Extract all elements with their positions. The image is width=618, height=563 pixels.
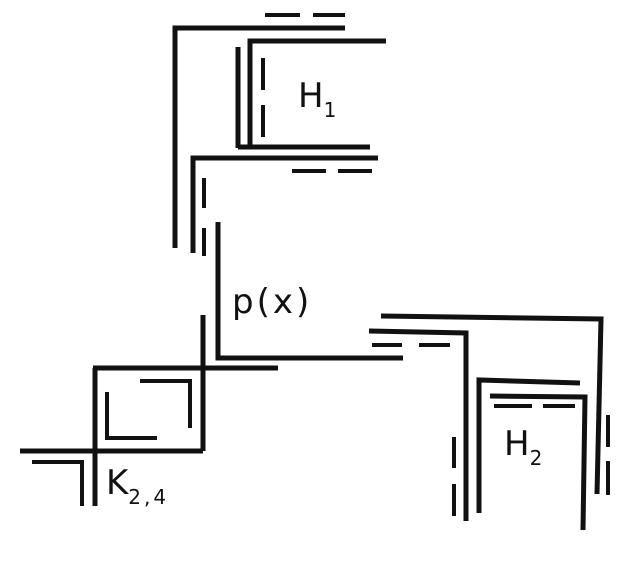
h1-label: H1: [298, 76, 336, 122]
path-label: p(x): [232, 282, 312, 322]
h2-second-bracket: [368, 328, 469, 521]
h1-gadget: [172, 13, 386, 256]
h1-lower-bracket: [190, 155, 378, 253]
path-px: [93, 222, 403, 371]
h2-outer-bracket: [380, 313, 604, 495]
h2-inner-bracket: [476, 377, 581, 513]
path-main-line: [215, 222, 403, 361]
k24-label: K2,4: [106, 463, 169, 509]
k24-gadget: [20, 368, 206, 506]
k24-inner-bracket-top: [140, 379, 192, 428]
k24-inner-bracket-bottom: [105, 392, 157, 440]
h2-innermost-bracket: [489, 393, 588, 531]
h2-gadget: [368, 313, 610, 531]
h2-label: H2: [504, 424, 542, 470]
h1-outer-bracket: [172, 25, 345, 248]
k24-left-stub: [32, 460, 84, 506]
h1-inner-bracket: [247, 38, 386, 148]
